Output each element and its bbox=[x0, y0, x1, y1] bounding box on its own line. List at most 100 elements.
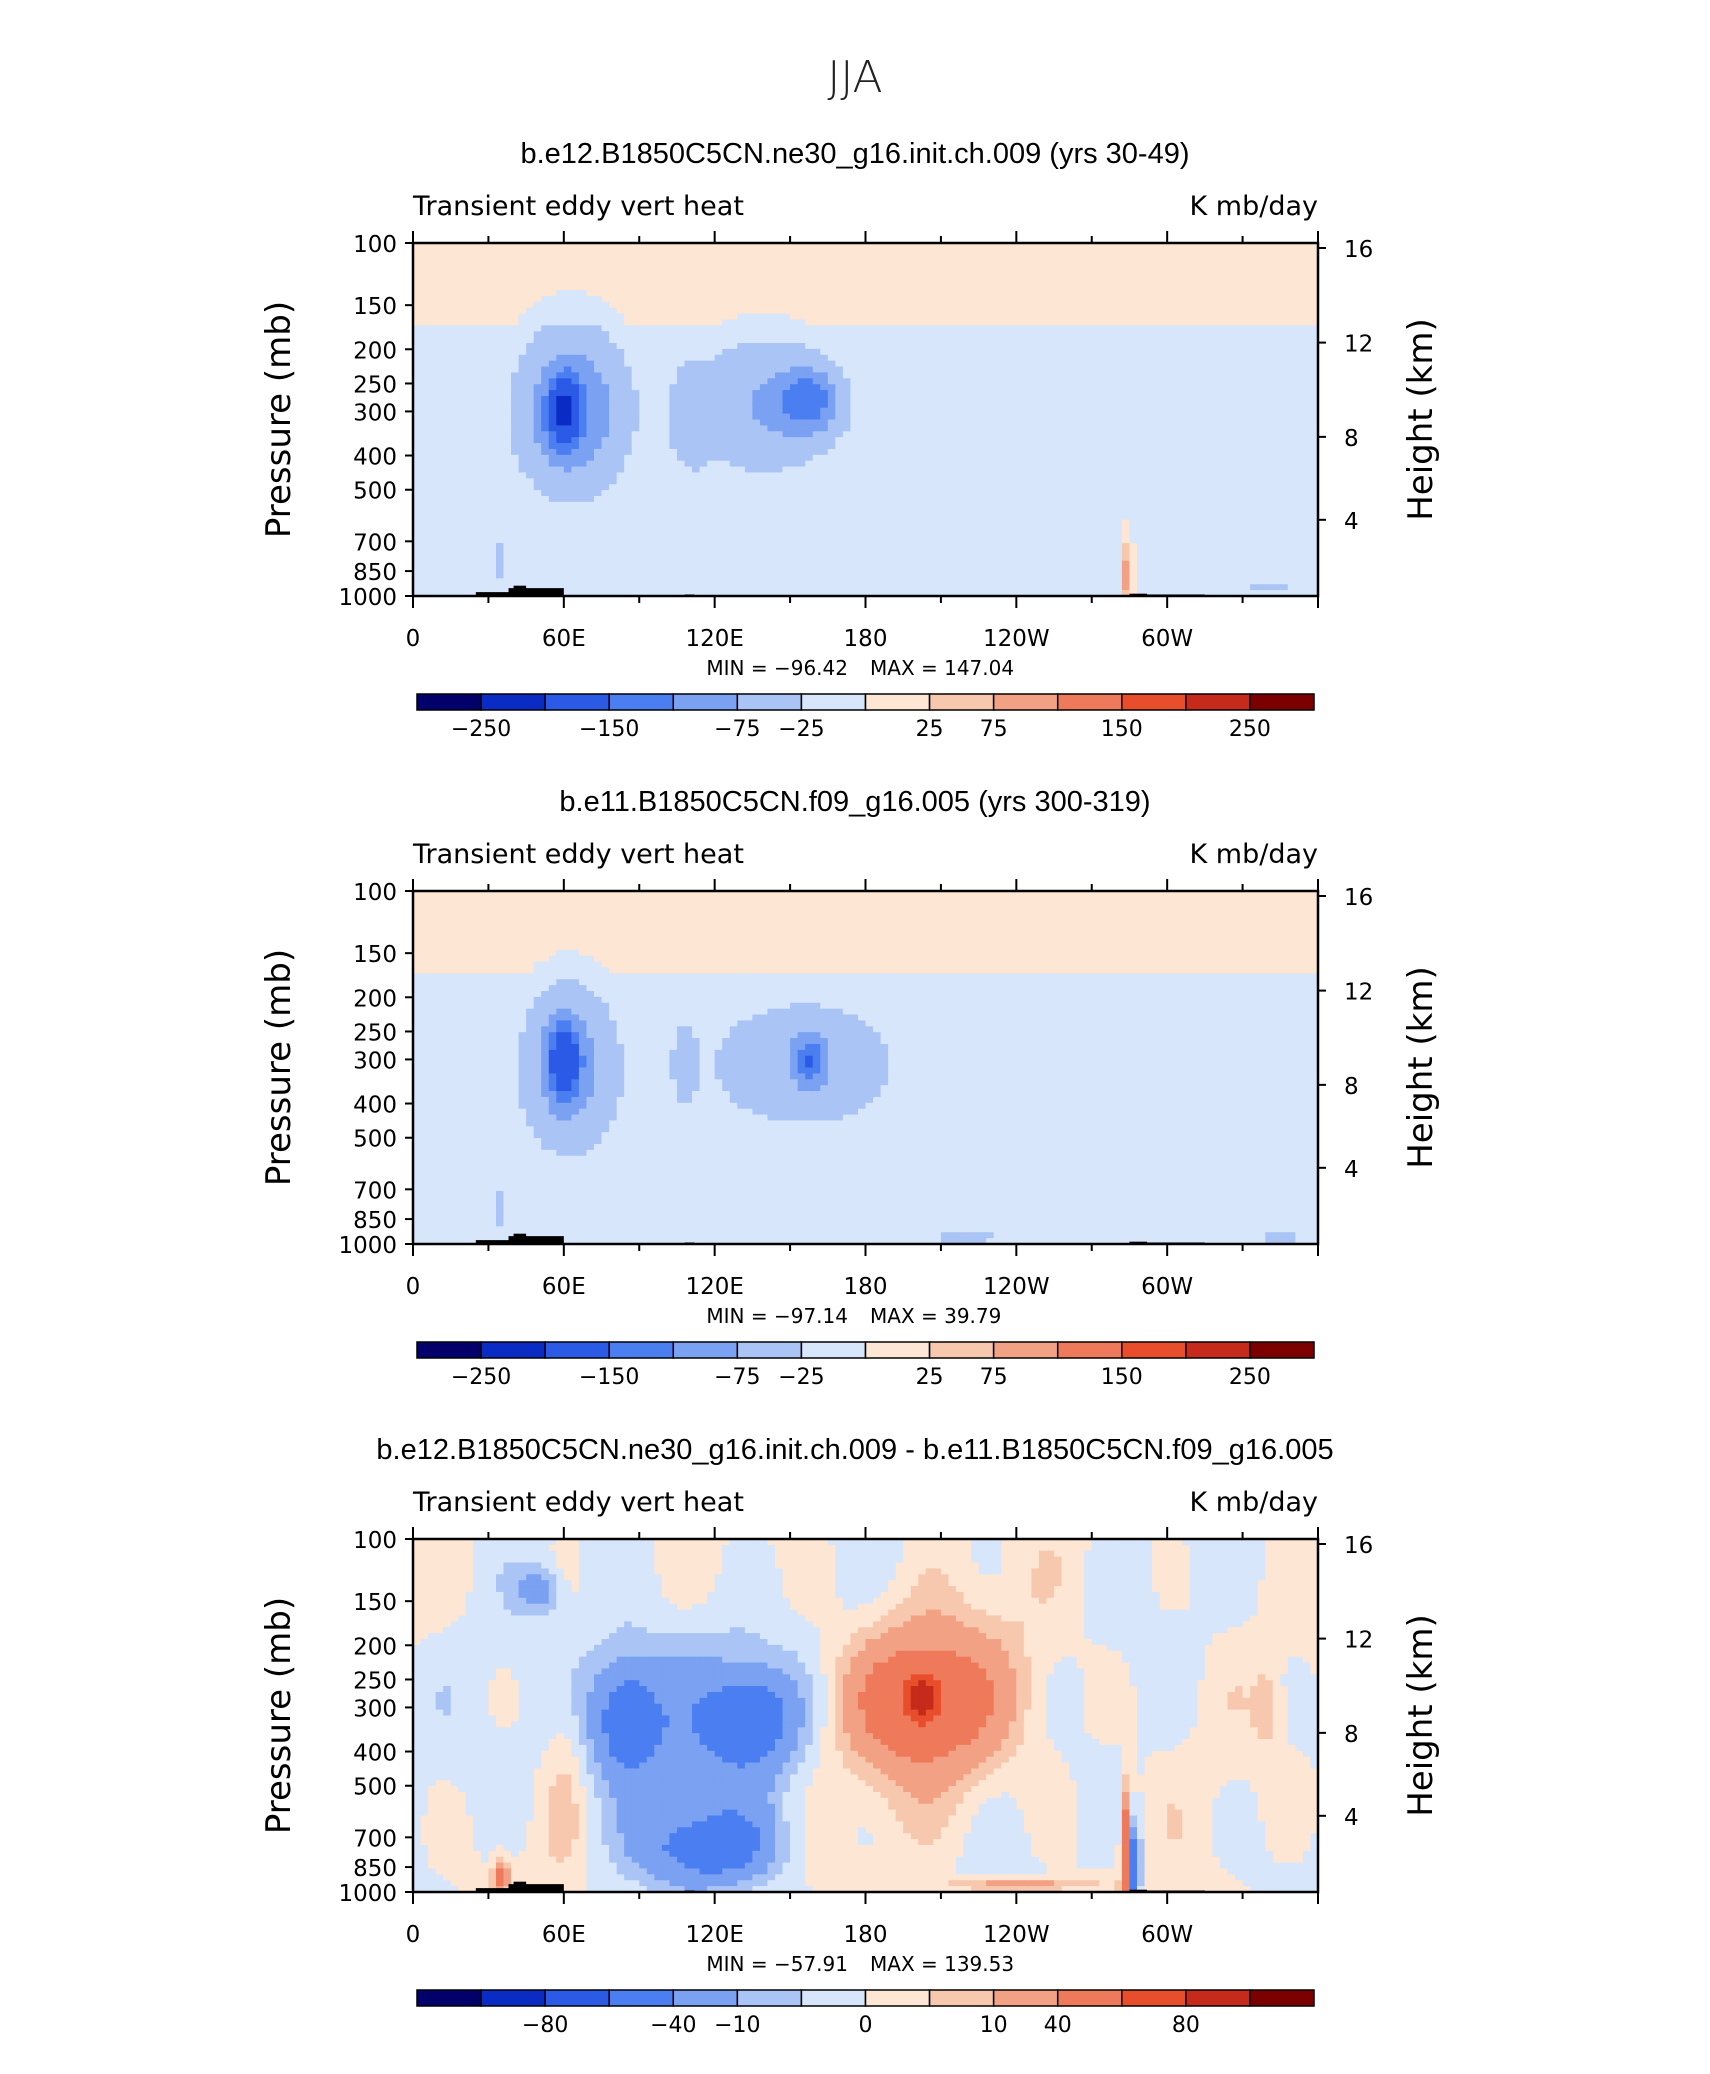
contour-cell bbox=[1258, 272, 1266, 278]
contour-cell bbox=[473, 308, 481, 314]
contour-cell bbox=[481, 325, 489, 331]
contour-cell bbox=[1009, 267, 1017, 273]
contour-cell bbox=[1077, 249, 1085, 255]
contour-cell bbox=[760, 308, 768, 314]
contour-cell bbox=[1273, 278, 1281, 284]
contour-cell bbox=[692, 331, 700, 337]
contour-cell bbox=[700, 302, 708, 308]
contour-cell bbox=[888, 272, 896, 278]
contour-cell bbox=[1099, 267, 1107, 273]
contour-cell bbox=[1039, 314, 1047, 320]
contour-cell bbox=[1092, 308, 1100, 314]
contour-cell bbox=[488, 308, 496, 314]
contour-cell bbox=[918, 331, 926, 337]
contour-cell bbox=[669, 325, 677, 331]
contour-cell bbox=[918, 267, 926, 273]
contour-cell bbox=[941, 314, 949, 320]
contour-cell bbox=[1235, 302, 1243, 308]
contour-cell bbox=[986, 267, 994, 273]
contour-cell bbox=[820, 261, 828, 267]
contour-cell bbox=[1122, 331, 1130, 337]
contour-cell bbox=[745, 249, 753, 255]
contour-cell bbox=[798, 267, 806, 273]
contour-cell bbox=[473, 319, 481, 325]
contour-cell bbox=[873, 249, 881, 255]
contour-cell bbox=[1273, 255, 1281, 261]
contour-cell bbox=[722, 249, 730, 255]
contour-cell bbox=[813, 249, 821, 255]
contour-cell bbox=[1167, 308, 1175, 314]
contour-cell bbox=[519, 308, 527, 314]
contour-cell bbox=[1152, 278, 1160, 284]
contour-cell bbox=[933, 284, 941, 290]
contour-cell bbox=[730, 337, 738, 343]
contour-cell bbox=[526, 267, 534, 273]
contour-cell bbox=[579, 331, 587, 337]
contour-cell bbox=[639, 302, 647, 308]
contour-cell bbox=[1114, 255, 1122, 261]
contour-cell bbox=[481, 319, 489, 325]
contour-cell bbox=[639, 314, 647, 320]
contour-cell bbox=[745, 267, 753, 273]
contour-cell bbox=[1077, 319, 1085, 325]
contour-cell bbox=[639, 267, 647, 273]
contour-cell bbox=[677, 267, 685, 273]
contour-cell bbox=[1167, 267, 1175, 273]
contour-cell bbox=[1212, 302, 1220, 308]
contour-cell bbox=[994, 255, 1002, 261]
contour-cell bbox=[443, 331, 451, 337]
contour-cell bbox=[1009, 308, 1017, 314]
panel-1: b.e12.B1850C5CN.ne30_g16.init.ch.009 (yr… bbox=[259, 138, 1441, 742]
contour-cell bbox=[647, 319, 655, 325]
contour-cell bbox=[1273, 267, 1281, 273]
contour-cell bbox=[1092, 325, 1100, 331]
contour-cell bbox=[979, 331, 987, 337]
contour-cell bbox=[541, 267, 549, 273]
contour-cell bbox=[1137, 261, 1145, 267]
contour-cell bbox=[843, 296, 851, 302]
contour-cell bbox=[481, 308, 489, 314]
contour-cell bbox=[866, 314, 874, 320]
contour-cell bbox=[805, 272, 813, 278]
contour-cell bbox=[1190, 314, 1198, 320]
contour-cell bbox=[783, 308, 791, 314]
contour-cell bbox=[481, 302, 489, 308]
contour-cell bbox=[956, 249, 964, 255]
contour-cell bbox=[647, 337, 655, 343]
contour-cell bbox=[1145, 278, 1153, 284]
contour-cell bbox=[504, 337, 512, 343]
contour-cell bbox=[1167, 296, 1175, 302]
contour-cell bbox=[496, 255, 504, 261]
contour-cell bbox=[1288, 261, 1296, 267]
contour-cell bbox=[624, 337, 632, 343]
contour-cell bbox=[1280, 308, 1288, 314]
contour-cell bbox=[1069, 319, 1077, 325]
contour-cell bbox=[1114, 267, 1122, 273]
contour-cell bbox=[488, 272, 496, 278]
contour-cell bbox=[579, 261, 587, 267]
contour-cell bbox=[813, 319, 821, 325]
contour-cell bbox=[700, 249, 708, 255]
contour-cell bbox=[556, 296, 564, 302]
contour-cell bbox=[1069, 278, 1077, 284]
contour-cell bbox=[1205, 319, 1213, 325]
contour-cell bbox=[820, 337, 828, 343]
contour-cell bbox=[1175, 290, 1183, 296]
contour-cell bbox=[888, 319, 896, 325]
contour-cell bbox=[903, 302, 911, 308]
contour-cell bbox=[1024, 331, 1032, 337]
contour-cell bbox=[933, 319, 941, 325]
contour-cell bbox=[896, 272, 904, 278]
contour-cell bbox=[1129, 296, 1137, 302]
contour-cell bbox=[790, 337, 798, 343]
contour-cell bbox=[948, 290, 956, 296]
contour-cell bbox=[1062, 302, 1070, 308]
contour-cell bbox=[1295, 261, 1303, 267]
contour-cell bbox=[948, 331, 956, 337]
contour-cell bbox=[926, 272, 934, 278]
contour-cell bbox=[700, 272, 708, 278]
contour-cell bbox=[436, 314, 444, 320]
contour-cell bbox=[986, 302, 994, 308]
contour-cell bbox=[556, 337, 564, 343]
contour-cell bbox=[1137, 319, 1145, 325]
